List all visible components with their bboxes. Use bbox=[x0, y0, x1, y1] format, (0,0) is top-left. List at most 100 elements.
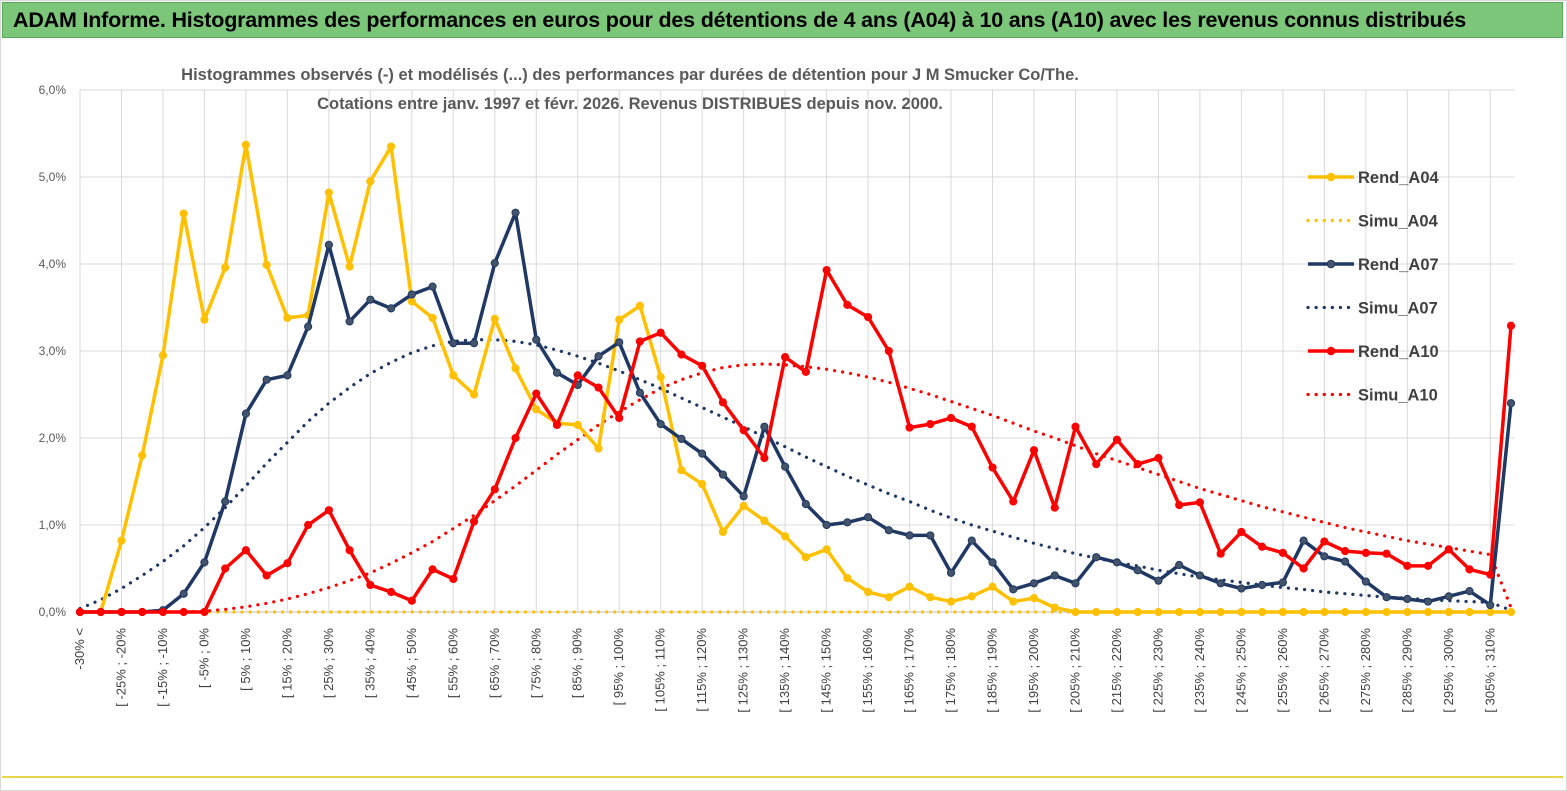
data-point bbox=[241, 409, 251, 418]
data-point bbox=[428, 313, 437, 323]
data-point bbox=[1216, 579, 1225, 588]
x-tick-label: [ 55% ; 60% bbox=[445, 628, 460, 699]
data-point bbox=[1486, 600, 1495, 610]
data-point bbox=[490, 314, 499, 323]
chart-title-line1: Histogrammes observés (-) et modélisés (… bbox=[181, 66, 1079, 84]
x-tick-label: [ 215% ; 220% bbox=[1109, 628, 1124, 713]
data-point bbox=[1154, 576, 1163, 585]
data-point bbox=[1258, 607, 1267, 617]
x-tick-label: [ 75% ; 80% bbox=[528, 628, 543, 699]
series-line bbox=[80, 143, 1511, 614]
data-point bbox=[1361, 607, 1370, 617]
data-point bbox=[1506, 607, 1516, 617]
data-point bbox=[1320, 607, 1329, 617]
data-point bbox=[138, 607, 147, 617]
data-point bbox=[905, 531, 914, 540]
data-point bbox=[449, 371, 458, 380]
data-point bbox=[698, 449, 707, 458]
data-point bbox=[1029, 579, 1039, 588]
data-point bbox=[1423, 561, 1433, 570]
data-point bbox=[1009, 597, 1018, 606]
data-point bbox=[926, 593, 935, 602]
x-tick-label: [ 195% ; 200% bbox=[1026, 628, 1041, 713]
data-point bbox=[843, 300, 852, 309]
x-tick-label: [ 15% ; 20% bbox=[279, 628, 294, 699]
x-tick-label: [ -15% ; -10% bbox=[155, 628, 170, 707]
data-point bbox=[1154, 453, 1163, 463]
data-point bbox=[96, 607, 105, 617]
data-point bbox=[822, 545, 831, 554]
legend-item: Rend_A07 bbox=[1308, 256, 1439, 274]
x-tick-label: [ 295% ; 300% bbox=[1441, 628, 1456, 713]
data-point bbox=[615, 413, 624, 423]
data-point bbox=[449, 339, 458, 348]
data-point bbox=[1029, 446, 1039, 455]
data-point bbox=[449, 574, 458, 584]
data-point bbox=[781, 352, 790, 362]
data-point bbox=[1403, 594, 1412, 604]
data-point bbox=[1382, 607, 1391, 617]
data-point bbox=[1278, 548, 1287, 557]
data-point bbox=[158, 351, 168, 360]
data-point bbox=[75, 607, 85, 617]
data-point bbox=[1506, 399, 1516, 408]
data-point bbox=[594, 383, 603, 392]
data-point bbox=[1465, 607, 1474, 617]
x-tick-label: [ 105% ; 110% bbox=[653, 628, 668, 712]
data-point bbox=[739, 501, 748, 510]
data-point bbox=[221, 263, 230, 272]
data-point bbox=[324, 240, 333, 249]
data-point bbox=[635, 301, 645, 310]
legend-label: Rend_A10 bbox=[1358, 343, 1439, 361]
x-tick-label: [ 165% ; 170% bbox=[902, 628, 917, 713]
data-point bbox=[283, 371, 292, 380]
data-point bbox=[1486, 607, 1495, 617]
data-point bbox=[656, 373, 665, 382]
data-point bbox=[490, 485, 499, 494]
data-point bbox=[241, 140, 251, 149]
data-point bbox=[822, 520, 831, 530]
data-point bbox=[926, 531, 935, 540]
data-point bbox=[469, 390, 479, 399]
data-point bbox=[1299, 564, 1308, 573]
series-simu-a07 bbox=[78, 338, 1513, 612]
data-point bbox=[552, 420, 562, 430]
legend-item: Simu_A07 bbox=[1306, 300, 1438, 318]
data-point bbox=[366, 295, 375, 304]
data-point bbox=[718, 527, 728, 537]
x-tick-label: [ 305% ; 310% bbox=[1482, 628, 1497, 713]
data-point bbox=[967, 592, 976, 601]
series-line bbox=[80, 210, 1513, 614]
data-point bbox=[1216, 549, 1225, 558]
axes: 0,0% 1,0% 2,0% 3,0% 4,0% 5,0% 6,0% -30% < [ -25%… bbox=[39, 83, 1515, 713]
legend: Rend_A04 Simu_A04 Rend_A07 Simu_A07 Rend_A10… bbox=[1306, 169, 1440, 405]
data-point bbox=[1320, 552, 1329, 561]
data-point bbox=[1050, 571, 1059, 580]
data-point bbox=[386, 587, 396, 597]
data-point bbox=[1071, 422, 1080, 431]
data-point bbox=[1195, 498, 1205, 507]
x-tick-label: [ 95% ; 100% bbox=[611, 628, 626, 706]
data-point bbox=[1071, 579, 1080, 588]
data-point bbox=[532, 335, 541, 344]
data-point bbox=[532, 405, 541, 414]
data-point bbox=[594, 444, 603, 453]
data-point bbox=[200, 558, 209, 567]
data-point bbox=[283, 559, 292, 568]
data-point bbox=[1299, 536, 1308, 545]
x-tick-label: [ 175% ; 180% bbox=[943, 628, 958, 713]
data-point bbox=[1092, 607, 1101, 617]
data-point bbox=[988, 463, 997, 472]
x-tick-label: [ 285% ; 290% bbox=[1399, 628, 1414, 713]
data-point bbox=[760, 516, 769, 525]
data-point bbox=[345, 546, 354, 555]
data-point bbox=[615, 315, 624, 324]
data-point bbox=[594, 352, 603, 361]
series-line bbox=[78, 338, 1513, 612]
x-tick-label: [ 65% ; 70% bbox=[487, 628, 502, 699]
legend-item: Rend_A10 bbox=[1308, 343, 1439, 361]
page-title: ADAM Informe. Histogrammes des performan… bbox=[13, 8, 1466, 32]
data-point bbox=[117, 536, 126, 545]
data-point bbox=[345, 262, 354, 271]
